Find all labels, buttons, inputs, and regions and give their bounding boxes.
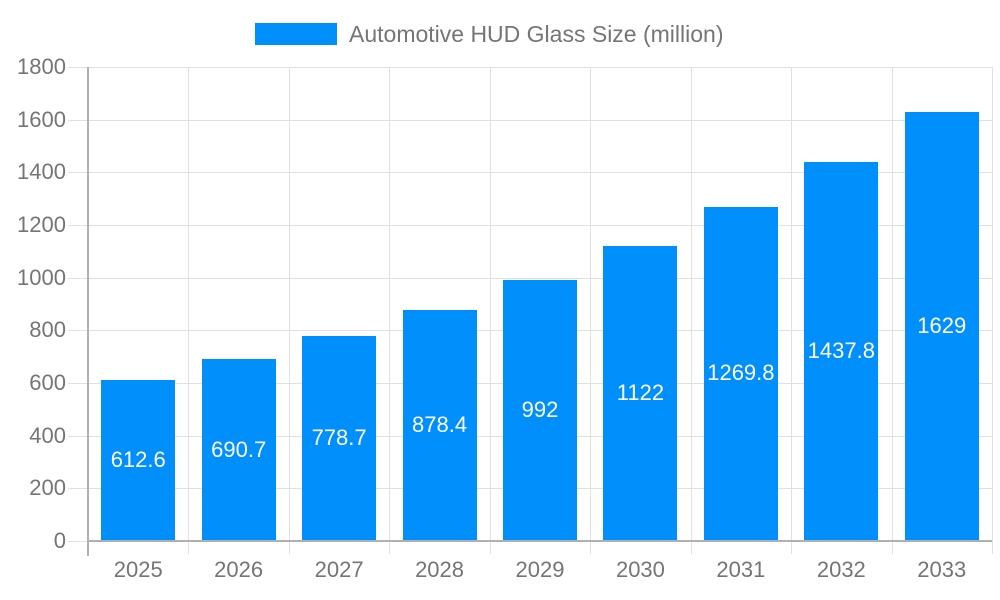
legend-swatch (255, 23, 337, 45)
bar-2033[interactable]: 1629 (904, 112, 979, 540)
bar-2025[interactable]: 612.6 (101, 379, 176, 540)
y-gridline (68, 277, 992, 279)
y-axis-label: 0 (53, 528, 66, 553)
bar-2026[interactable]: 690.7 (201, 359, 276, 540)
x-axis-label: 2029 (515, 557, 565, 582)
bar-value-label: 1122 (616, 379, 665, 405)
y-axis-line (87, 67, 89, 556)
bar-value-label: 878.4 (412, 411, 468, 437)
y-gridline (68, 67, 992, 68)
legend-label: Automotive HUD Glass Size (million) (349, 20, 724, 47)
x-gridline (490, 67, 491, 554)
bar-2028[interactable]: 878.4 (402, 309, 477, 540)
x-gridline (389, 67, 390, 554)
y-gridline (68, 119, 992, 121)
y-axis-label: 800 (29, 317, 66, 343)
bar-value-label: 690.7 (211, 436, 267, 462)
bar-2032[interactable]: 1437.8 (804, 162, 879, 540)
x-axis-label: 2025 (113, 557, 163, 582)
x-axis-label: 2033 (917, 557, 967, 582)
x-gridline (892, 67, 893, 554)
x-gridline (691, 67, 692, 554)
bar-value-label: 1269.8 (707, 360, 775, 386)
bar-value-label: 992 (521, 396, 559, 422)
legend-item[interactable]: Automotive HUD Glass Size (million) (255, 20, 723, 48)
bar-2029[interactable]: 992 (503, 279, 577, 540)
x-gridline (289, 67, 290, 554)
y-gridline (68, 172, 992, 174)
x-gridline (791, 67, 792, 554)
y-gridline (68, 225, 992, 226)
bar-2027[interactable]: 778.7 (302, 335, 377, 540)
x-gridline (590, 67, 591, 554)
x-axis-label: 2028 (415, 557, 465, 582)
y-axis-label: 1400 (17, 159, 66, 185)
x-axis-line (88, 540, 992, 542)
y-axis-label: 1600 (17, 106, 66, 132)
bar-2030[interactable]: 1122 (603, 245, 678, 540)
y-axis-label: 1200 (17, 212, 66, 237)
x-axis-label: 2032 (816, 557, 866, 582)
bar-value-label: 1437.8 (807, 338, 875, 364)
y-axis-label: 600 (29, 370, 66, 395)
bar-2031[interactable]: 1269.8 (703, 206, 778, 540)
y-tick (68, 541, 88, 542)
y-axis-label: 400 (29, 422, 66, 448)
bar-value-label: 778.7 (311, 424, 367, 450)
x-axis-label: 2031 (716, 557, 766, 582)
x-axis-label: 2027 (314, 557, 364, 582)
plot-area: 612.6 690.7 778.7 878.4 992 1122 1269.8 1437.8 1… (68, 67, 993, 554)
x-axis-label: 2030 (615, 557, 665, 582)
x-gridline (188, 67, 189, 554)
y-axis-label: 1800 (17, 54, 66, 79)
y-axis-label: 1000 (17, 264, 66, 290)
x-axis-label: 2026 (214, 557, 264, 582)
x-gridline (992, 67, 993, 554)
bar-value-label: 1629 (917, 313, 967, 338)
y-axis-label: 200 (29, 475, 66, 501)
bar-value-label: 612.6 (110, 446, 166, 472)
